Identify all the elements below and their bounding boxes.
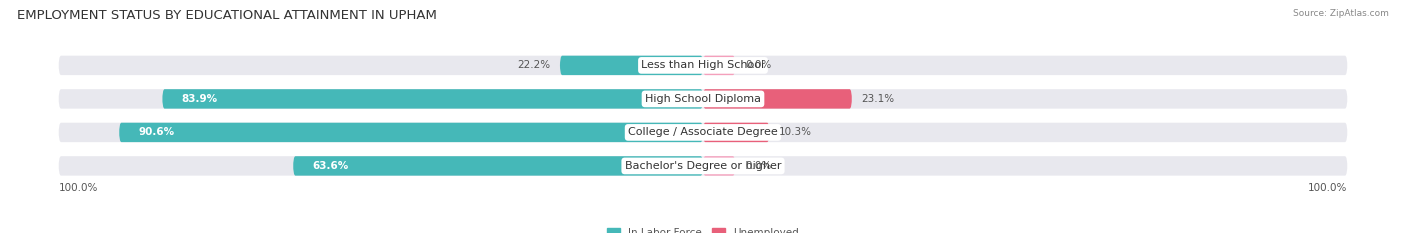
Text: 83.9%: 83.9%: [181, 94, 218, 104]
FancyBboxPatch shape: [292, 156, 703, 176]
Text: 63.6%: 63.6%: [312, 161, 349, 171]
Text: 10.3%: 10.3%: [779, 127, 813, 137]
Text: 0.0%: 0.0%: [745, 60, 770, 70]
FancyBboxPatch shape: [703, 156, 735, 176]
Text: 22.2%: 22.2%: [517, 60, 550, 70]
FancyBboxPatch shape: [59, 156, 1347, 176]
Text: College / Associate Degree: College / Associate Degree: [628, 127, 778, 137]
Text: Source: ZipAtlas.com: Source: ZipAtlas.com: [1294, 9, 1389, 18]
Text: 23.1%: 23.1%: [862, 94, 894, 104]
Text: Bachelor's Degree or higher: Bachelor's Degree or higher: [624, 161, 782, 171]
Text: 100.0%: 100.0%: [1308, 183, 1347, 193]
Text: High School Diploma: High School Diploma: [645, 94, 761, 104]
Text: 100.0%: 100.0%: [59, 183, 98, 193]
Text: 90.6%: 90.6%: [138, 127, 174, 137]
FancyBboxPatch shape: [120, 123, 703, 142]
FancyBboxPatch shape: [59, 56, 1347, 75]
FancyBboxPatch shape: [703, 56, 735, 75]
FancyBboxPatch shape: [703, 123, 769, 142]
Text: 0.0%: 0.0%: [745, 161, 770, 171]
FancyBboxPatch shape: [703, 89, 852, 109]
FancyBboxPatch shape: [59, 89, 1347, 109]
FancyBboxPatch shape: [59, 123, 1347, 142]
FancyBboxPatch shape: [162, 89, 703, 109]
Text: EMPLOYMENT STATUS BY EDUCATIONAL ATTAINMENT IN UPHAM: EMPLOYMENT STATUS BY EDUCATIONAL ATTAINM…: [17, 9, 437, 22]
Legend: In Labor Force, Unemployed: In Labor Force, Unemployed: [607, 228, 799, 233]
FancyBboxPatch shape: [560, 56, 703, 75]
Text: Less than High School: Less than High School: [641, 60, 765, 70]
